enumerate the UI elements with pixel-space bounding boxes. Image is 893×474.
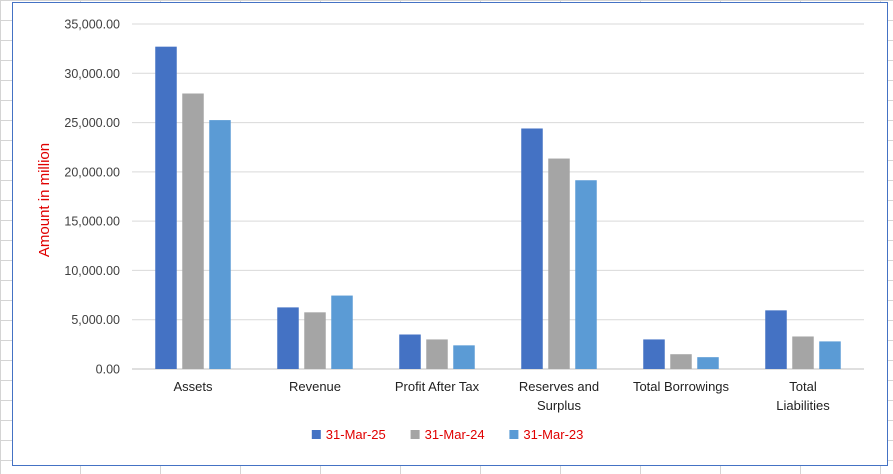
legend-swatch	[311, 430, 321, 439]
bar	[277, 307, 299, 369]
bar	[453, 345, 475, 369]
bar	[548, 158, 570, 369]
bar	[399, 334, 421, 369]
y-tick-label: 10,000.00	[64, 264, 120, 278]
legend-item: 31-Mar-23	[509, 427, 583, 442]
bar	[819, 341, 841, 369]
bar	[331, 295, 353, 369]
x-category-label: Profit After Tax	[395, 379, 480, 394]
y-tick-label: 0.00	[96, 363, 120, 377]
y-tick-label: 30,000.00	[64, 67, 120, 81]
legend-label: 31-Mar-25	[326, 427, 386, 442]
bar	[697, 357, 719, 369]
y-tick-label: 15,000.00	[64, 215, 120, 229]
x-category-label: Assets	[173, 379, 213, 394]
bar	[575, 180, 597, 369]
legend-item: 31-Mar-25	[311, 427, 386, 442]
y-tick-label: 25,000.00	[64, 116, 120, 130]
gridlines	[132, 23, 864, 370]
bar	[521, 128, 543, 369]
bar	[426, 339, 448, 369]
bar	[670, 354, 692, 369]
x-category-label: Total Liabilities	[776, 379, 830, 413]
y-axis-label: Amount in million	[36, 143, 53, 257]
bar	[182, 93, 204, 369]
bar	[792, 336, 814, 369]
x-category-label: Total Borrowings	[633, 379, 730, 394]
bars	[155, 46, 841, 370]
chart-area: 0.00 5,000.00 10,000.00 15,000.00 20,000.00 2…	[12, 2, 888, 466]
legend-label: 31-Mar-24	[425, 427, 485, 442]
x-axis-categories: Assets Revenue Profit After Tax Reserves an…	[173, 379, 830, 413]
x-category-label: Reserves and Surplus	[519, 379, 599, 413]
bar	[155, 46, 177, 370]
legend-label: 31-Mar-23	[523, 427, 583, 442]
legend-swatch	[509, 430, 519, 439]
bar	[765, 310, 787, 369]
y-tick-label: 20,000.00	[64, 165, 120, 179]
y-axis-ticks: 0.00 5,000.00 10,000.00 15,000.00 20,000.00 2…	[64, 18, 120, 377]
y-tick-label: 5,000.00	[71, 313, 120, 327]
y-tick-label: 35,000.00	[64, 18, 120, 32]
legend-item: 31-Mar-24	[410, 427, 485, 442]
legend-swatch	[410, 430, 420, 439]
bar-chart: 0.00 5,000.00 10,000.00 15,000.00 20,000.00 2…	[36, 18, 864, 442]
x-category-label: Revenue	[289, 379, 341, 394]
bar	[643, 339, 665, 369]
bar	[209, 120, 231, 369]
bar	[304, 312, 326, 369]
legend: 31-Mar-25 31-Mar-24 31-Mar-23	[311, 427, 583, 442]
